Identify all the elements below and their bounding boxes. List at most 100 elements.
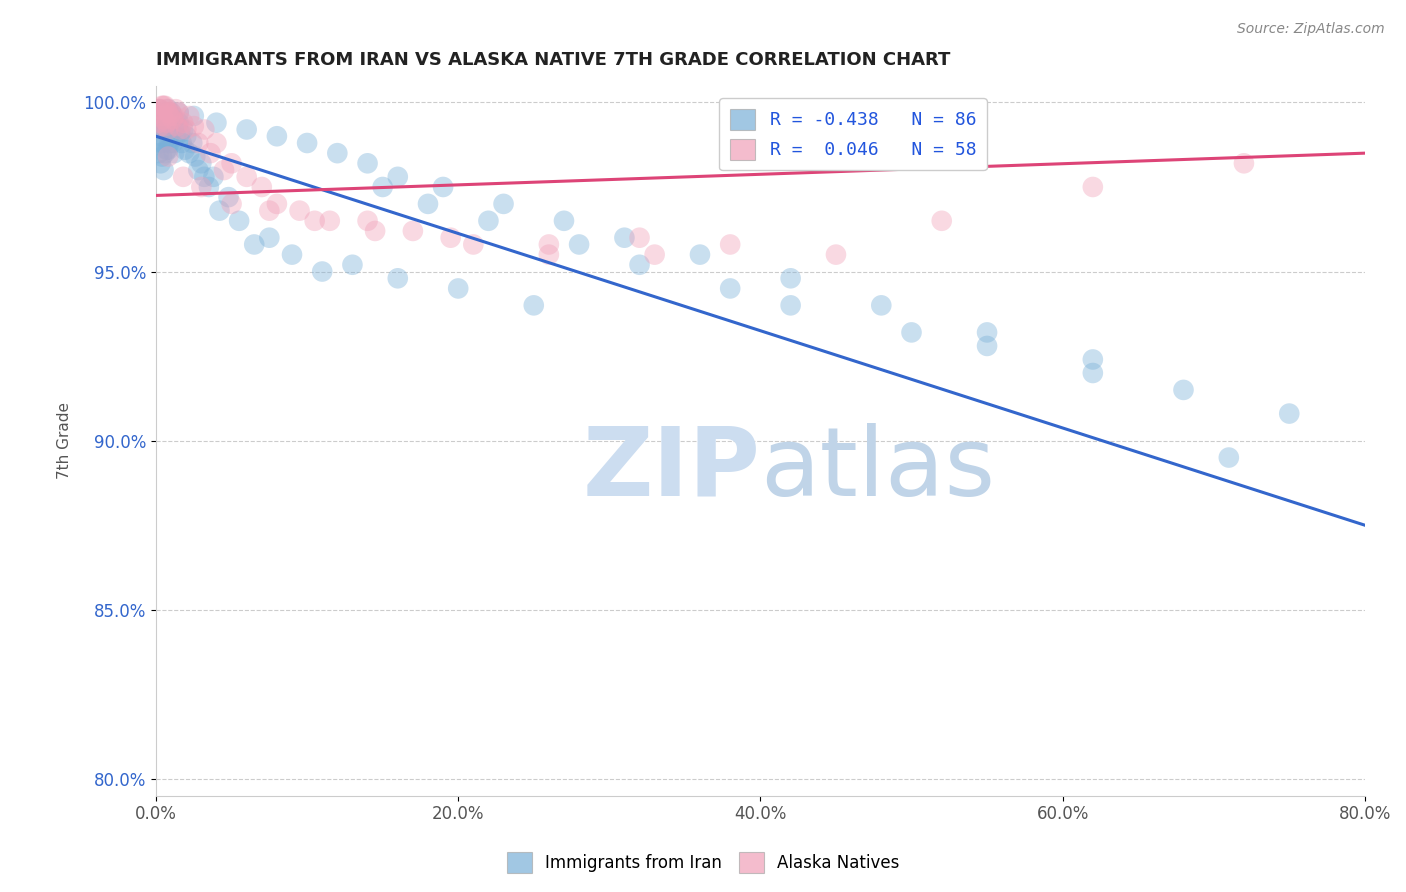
Point xyxy=(163,109,186,123)
Point xyxy=(152,112,174,127)
Point xyxy=(159,109,181,123)
Point xyxy=(1278,407,1301,421)
Point xyxy=(208,203,231,218)
Point xyxy=(172,116,194,130)
Point xyxy=(157,149,180,163)
Point xyxy=(1233,156,1256,170)
Point xyxy=(200,146,222,161)
Point xyxy=(159,109,181,123)
Point xyxy=(243,237,266,252)
Point xyxy=(613,230,636,244)
Point xyxy=(416,197,439,211)
Text: ZIP: ZIP xyxy=(582,423,761,516)
Point xyxy=(356,156,378,170)
Legend: R = -0.438   N = 86, R =  0.046   N = 58: R = -0.438 N = 86, R = 0.046 N = 58 xyxy=(718,98,987,170)
Point xyxy=(440,230,463,244)
Point xyxy=(266,129,288,144)
Point xyxy=(553,214,575,228)
Point xyxy=(387,271,409,285)
Point xyxy=(169,122,191,136)
Point xyxy=(1081,180,1104,194)
Point xyxy=(295,136,318,150)
Point xyxy=(250,180,273,194)
Point xyxy=(205,136,228,150)
Point xyxy=(157,102,180,116)
Point xyxy=(447,281,470,295)
Point xyxy=(157,105,180,120)
Text: IMMIGRANTS FROM IRAN VS ALASKA NATIVE 7TH GRADE CORRELATION CHART: IMMIGRANTS FROM IRAN VS ALASKA NATIVE 7T… xyxy=(156,51,950,69)
Point xyxy=(149,119,172,133)
Point xyxy=(235,122,257,136)
Point xyxy=(149,102,172,116)
Point xyxy=(825,247,848,261)
Point xyxy=(202,169,225,184)
Point xyxy=(364,224,387,238)
Point xyxy=(311,264,333,278)
Point xyxy=(157,122,180,136)
Point xyxy=(183,109,205,123)
Y-axis label: 7th Grade: 7th Grade xyxy=(58,402,72,479)
Point xyxy=(165,102,187,116)
Point xyxy=(212,163,235,178)
Point xyxy=(148,116,170,130)
Point xyxy=(537,247,560,261)
Point xyxy=(187,136,209,150)
Point xyxy=(146,105,169,120)
Point xyxy=(689,247,711,261)
Point xyxy=(159,136,181,150)
Point xyxy=(166,119,188,133)
Point xyxy=(193,169,215,184)
Legend: Immigrants from Iran, Alaska Natives: Immigrants from Iran, Alaska Natives xyxy=(501,846,905,880)
Point xyxy=(221,197,243,211)
Point xyxy=(568,237,591,252)
Point xyxy=(537,237,560,252)
Point xyxy=(155,116,177,130)
Point xyxy=(149,156,172,170)
Point xyxy=(184,149,207,163)
Point xyxy=(152,136,174,150)
Point xyxy=(190,156,212,170)
Point xyxy=(174,122,197,136)
Point xyxy=(153,119,176,133)
Point xyxy=(221,156,243,170)
Point xyxy=(152,112,174,127)
Point xyxy=(187,163,209,178)
Point xyxy=(304,214,326,228)
Point xyxy=(718,237,741,252)
Point xyxy=(150,99,173,113)
Point xyxy=(163,112,186,127)
Point xyxy=(160,105,183,120)
Point xyxy=(371,180,394,194)
Point xyxy=(931,214,953,228)
Point xyxy=(165,129,187,144)
Point xyxy=(342,258,364,272)
Point xyxy=(976,339,998,353)
Point xyxy=(148,102,170,116)
Point xyxy=(148,102,170,116)
Point xyxy=(146,129,169,144)
Point xyxy=(169,126,191,140)
Point xyxy=(326,146,349,161)
Point xyxy=(155,122,177,136)
Point xyxy=(172,122,194,136)
Point xyxy=(1081,352,1104,367)
Point xyxy=(149,136,172,150)
Point xyxy=(150,109,173,123)
Point xyxy=(492,197,515,211)
Text: atlas: atlas xyxy=(761,423,995,516)
Point xyxy=(402,224,425,238)
Point xyxy=(319,214,342,228)
Point xyxy=(179,109,201,123)
Point xyxy=(628,258,651,272)
Point xyxy=(218,190,240,204)
Point xyxy=(198,180,221,194)
Point xyxy=(150,109,173,123)
Point xyxy=(155,102,177,116)
Point xyxy=(152,163,174,178)
Point xyxy=(172,169,194,184)
Point xyxy=(779,271,801,285)
Point xyxy=(167,116,190,130)
Point xyxy=(167,105,190,120)
Point xyxy=(1173,383,1195,397)
Point xyxy=(174,129,197,144)
